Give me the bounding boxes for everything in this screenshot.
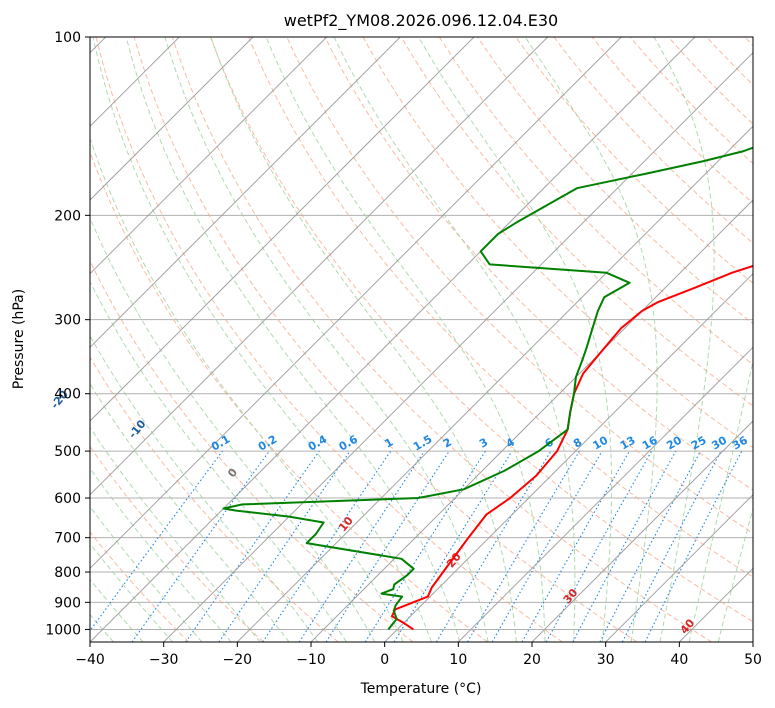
mixing-ratio-line	[521, 450, 630, 642]
y-tick-label: 400	[54, 387, 81, 403]
mixing-ratio-line	[131, 450, 270, 642]
isotherm-line	[90, 37, 475, 422]
moist-adiabat-line	[92, 37, 432, 642]
isotherm-line	[384, 272, 753, 642]
mixing-ratio-line	[644, 450, 743, 642]
y-tick-label: 900	[54, 595, 81, 611]
moist-adiabat-line	[90, 334, 319, 642]
x-tick-label: −40	[75, 652, 105, 668]
mixing-ratio-line	[262, 450, 392, 642]
mixing-ratio-line	[572, 450, 677, 642]
axis-ticks: −40 −30 −20 −10 0 10 20 30 40 50 100 200 300 400 500 60…	[45, 30, 762, 668]
x-tick-label: 10	[449, 652, 467, 668]
mixing-ratio-line	[185, 450, 320, 642]
moist-adiabat-line	[688, 358, 753, 642]
isotherm-line	[90, 37, 622, 570]
dry-adiabat-line	[90, 445, 264, 642]
plot-frame	[89, 36, 754, 643]
dry-adiabat-line	[248, 37, 753, 578]
y-tick-label: 100	[54, 30, 81, 46]
moist-adiabat-line	[90, 426, 261, 642]
moist-adiabat-line	[717, 506, 753, 642]
moist-adiabat-line	[164, 37, 489, 642]
dry-adiabat-line	[90, 356, 339, 642]
x-tick-label: 20	[523, 652, 541, 668]
y-tick-label: 700	[54, 531, 81, 547]
x-axis-label: Temperature (°C)	[360, 681, 482, 697]
dry-adiabat-line	[515, 37, 753, 284]
isotherm-line	[90, 37, 549, 496]
y-tick-label: 1000	[45, 622, 81, 638]
moist-adiabat-line	[210, 37, 517, 642]
moist-adiabat-line	[90, 467, 232, 642]
mixing-ratio-line	[545, 450, 653, 642]
isotherm-line	[163, 51, 753, 642]
moist-adiabat-line	[265, 37, 546, 642]
chart-title: wetPf2_YM08.2026.096.12.04.E30	[284, 11, 558, 31]
moist-adiabat-line	[90, 136, 404, 642]
x-tick-label: 40	[670, 652, 688, 668]
dry-adiabat-line	[95, 37, 563, 642]
isotherm-line	[605, 493, 753, 642]
mixing-ratio-line	[218, 450, 351, 642]
moist-adiabat-line	[418, 37, 613, 642]
plot-area	[90, 37, 753, 642]
sounding-profile-line	[222, 146, 753, 631]
isotherm-line	[90, 37, 254, 201]
mixing-ratio-line	[90, 450, 223, 632]
moist-adiabat-line	[653, 37, 715, 642]
dry-adiabat-line	[324, 37, 753, 491]
moist-adiabat-line	[524, 37, 658, 642]
isotherm-line	[310, 199, 753, 642]
x-tick-label: −10	[296, 652, 326, 668]
y-axis-label: Pressure (hPa)	[11, 289, 27, 389]
dry-adiabat-line	[90, 531, 190, 642]
y-tick-label: 500	[54, 444, 81, 460]
dry-adiabat-line	[171, 37, 712, 642]
plot-background	[90, 37, 753, 642]
dry-adiabat-line	[210, 37, 753, 623]
dry-adiabat-line	[133, 37, 638, 642]
skewed-isotherms	[90, 37, 753, 642]
moist-adiabat-line	[90, 280, 347, 642]
x-tick-label: −20	[223, 652, 253, 668]
y-tick-label: 300	[54, 313, 81, 329]
isotherm-line	[90, 37, 401, 349]
y-tick-label: 200	[54, 208, 81, 224]
x-tick-label: 50	[744, 652, 762, 668]
dry-adiabat-line	[90, 150, 488, 642]
sounding-profiles	[222, 146, 753, 631]
isotherm-line	[90, 37, 328, 275]
moist-adiabats	[90, 37, 753, 642]
y-tick-label: 800	[54, 565, 81, 581]
dry-adiabat-line	[400, 37, 753, 407]
mixing-ratio-line	[393, 450, 513, 642]
x-tick-label: 0	[380, 652, 389, 668]
moist-adiabat-line	[90, 216, 376, 642]
isotherm-line	[531, 420, 753, 642]
x-tick-label: 30	[597, 652, 615, 668]
mixing-ratio-lines	[90, 450, 743, 642]
x-tick-label: −30	[149, 652, 179, 668]
dry-adiabat-line	[438, 37, 753, 366]
moist-adiabat-line	[90, 382, 290, 642]
y-tick-label: 600	[54, 491, 81, 507]
isotherm-line	[457, 346, 753, 642]
moist-adiabat-line	[125, 37, 461, 642]
mixing-ratio-line	[325, 450, 450, 642]
isotherm-line	[752, 641, 753, 642]
isotherm-line	[90, 37, 696, 642]
mixing-ratio-line	[298, 450, 425, 642]
moist-adiabat-line	[333, 37, 576, 642]
sounding-profile-line	[391, 264, 753, 631]
isotherm-line	[236, 125, 753, 642]
gridlines	[90, 37, 753, 630]
